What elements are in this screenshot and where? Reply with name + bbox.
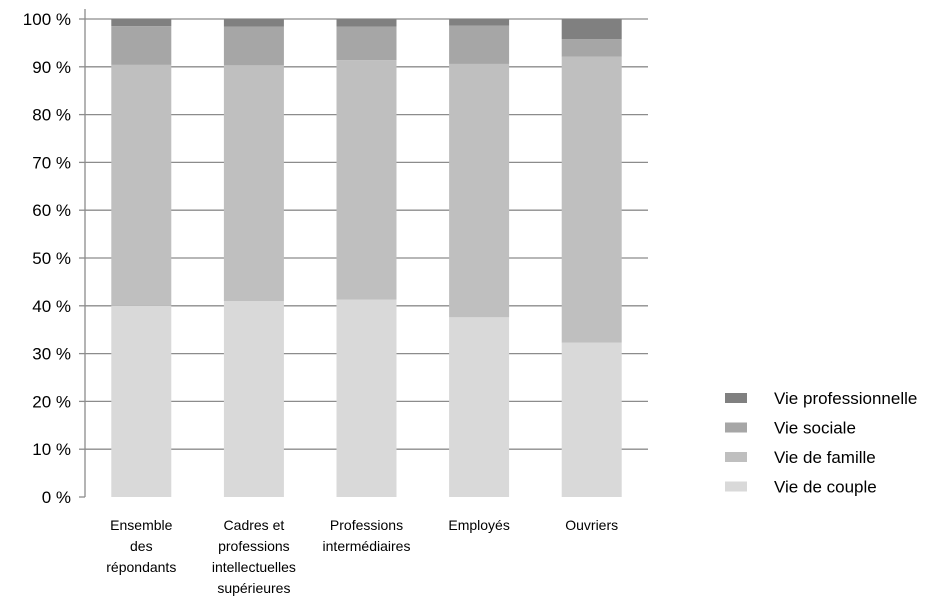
x-category-label: Employés <box>448 517 509 533</box>
x-category-label: Ouvriers <box>565 517 618 533</box>
legend: Vie professionnelle Vie sociale Vie de fam… <box>725 389 917 497</box>
bar-segment-vie-de-couple <box>223 301 284 497</box>
y-tick-label: 30 % <box>32 345 71 364</box>
bar-segment-vie-professionnelle <box>336 19 397 27</box>
x-category-label: Cadres et professions intellectuelles supér… <box>212 517 296 596</box>
bar-segment-vie-de-famille <box>223 65 284 302</box>
y-tick-label: 90 % <box>32 58 71 77</box>
bar-segment-vie-professionnelle <box>561 19 622 40</box>
legend-swatch <box>725 481 747 492</box>
x-category-label: Ensemble des répondants <box>106 517 176 575</box>
bar-segment-vie-sociale <box>336 26 397 61</box>
y-tick-label: 70 % <box>32 153 71 172</box>
bar-segment-vie-de-couple <box>449 317 510 497</box>
legend-label: Vie professionnelle <box>774 389 917 408</box>
y-tick-label: 40 % <box>32 297 71 316</box>
y-tick-label: 50 % <box>32 249 71 268</box>
legend-swatch <box>725 452 747 462</box>
bar-segment-vie-sociale <box>111 26 172 65</box>
bars <box>111 19 622 497</box>
bar-segment-vie-professionnelle <box>449 19 510 26</box>
y-tick-label: 20 % <box>32 392 71 411</box>
legend-label: Vie de couple <box>774 478 877 497</box>
legend-swatch <box>725 393 747 403</box>
legend-label: Vie sociale <box>774 419 856 438</box>
y-tick-label: 100 % <box>23 10 71 29</box>
bar-segment-vie-de-famille <box>111 64 172 306</box>
bar-segment-vie-de-famille <box>561 56 622 343</box>
legend-label: Vie de famille <box>774 448 876 467</box>
y-tick-label: 80 % <box>32 106 71 125</box>
y-tick-labels: 0 % 10 % 20 % 30 % 40 % 50 % 60 % 70 % 80 % 90 % 1… <box>23 10 71 507</box>
bar-segment-vie-de-couple <box>336 299 397 497</box>
bar-segment-vie-de-famille <box>449 63 510 318</box>
y-tick-label: 60 % <box>32 201 71 220</box>
y-tick-label: 10 % <box>32 440 71 459</box>
bar-segment-vie-de-couple <box>111 305 172 497</box>
bar-segment-vie-sociale <box>223 26 284 66</box>
y-tick-label: 0 % <box>42 488 71 507</box>
bar-segment-vie-sociale <box>449 25 510 64</box>
legend-swatch <box>725 422 747 433</box>
bar-segment-vie-professionnelle <box>223 19 284 27</box>
bar-segment-vie-sociale <box>561 39 622 57</box>
bar-segment-vie-professionnelle <box>111 19 172 27</box>
x-category-labels: Ensemble des répondants Cadres et profession… <box>106 517 618 596</box>
x-category-label: Professions intermédiaires <box>323 517 411 554</box>
bar-segment-vie-de-famille <box>336 60 397 300</box>
bar-segment-vie-de-couple <box>561 342 622 497</box>
